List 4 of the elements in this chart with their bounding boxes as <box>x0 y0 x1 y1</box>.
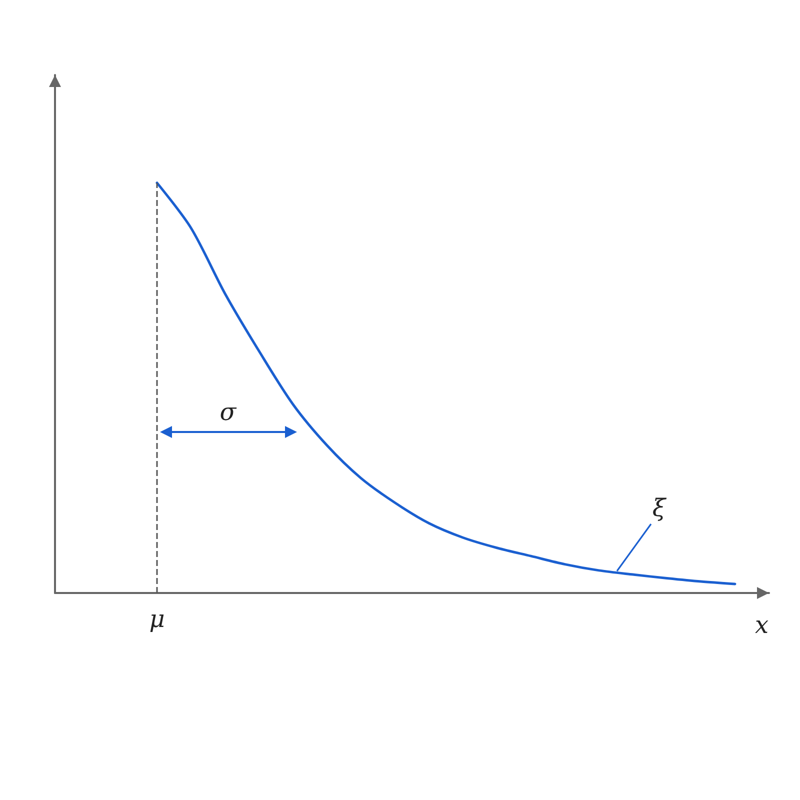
x-axis-title: x <box>755 611 769 639</box>
annotation: σ <box>220 398 237 426</box>
annotation: ξ <box>652 494 668 522</box>
text: μ <box>149 605 165 633</box>
